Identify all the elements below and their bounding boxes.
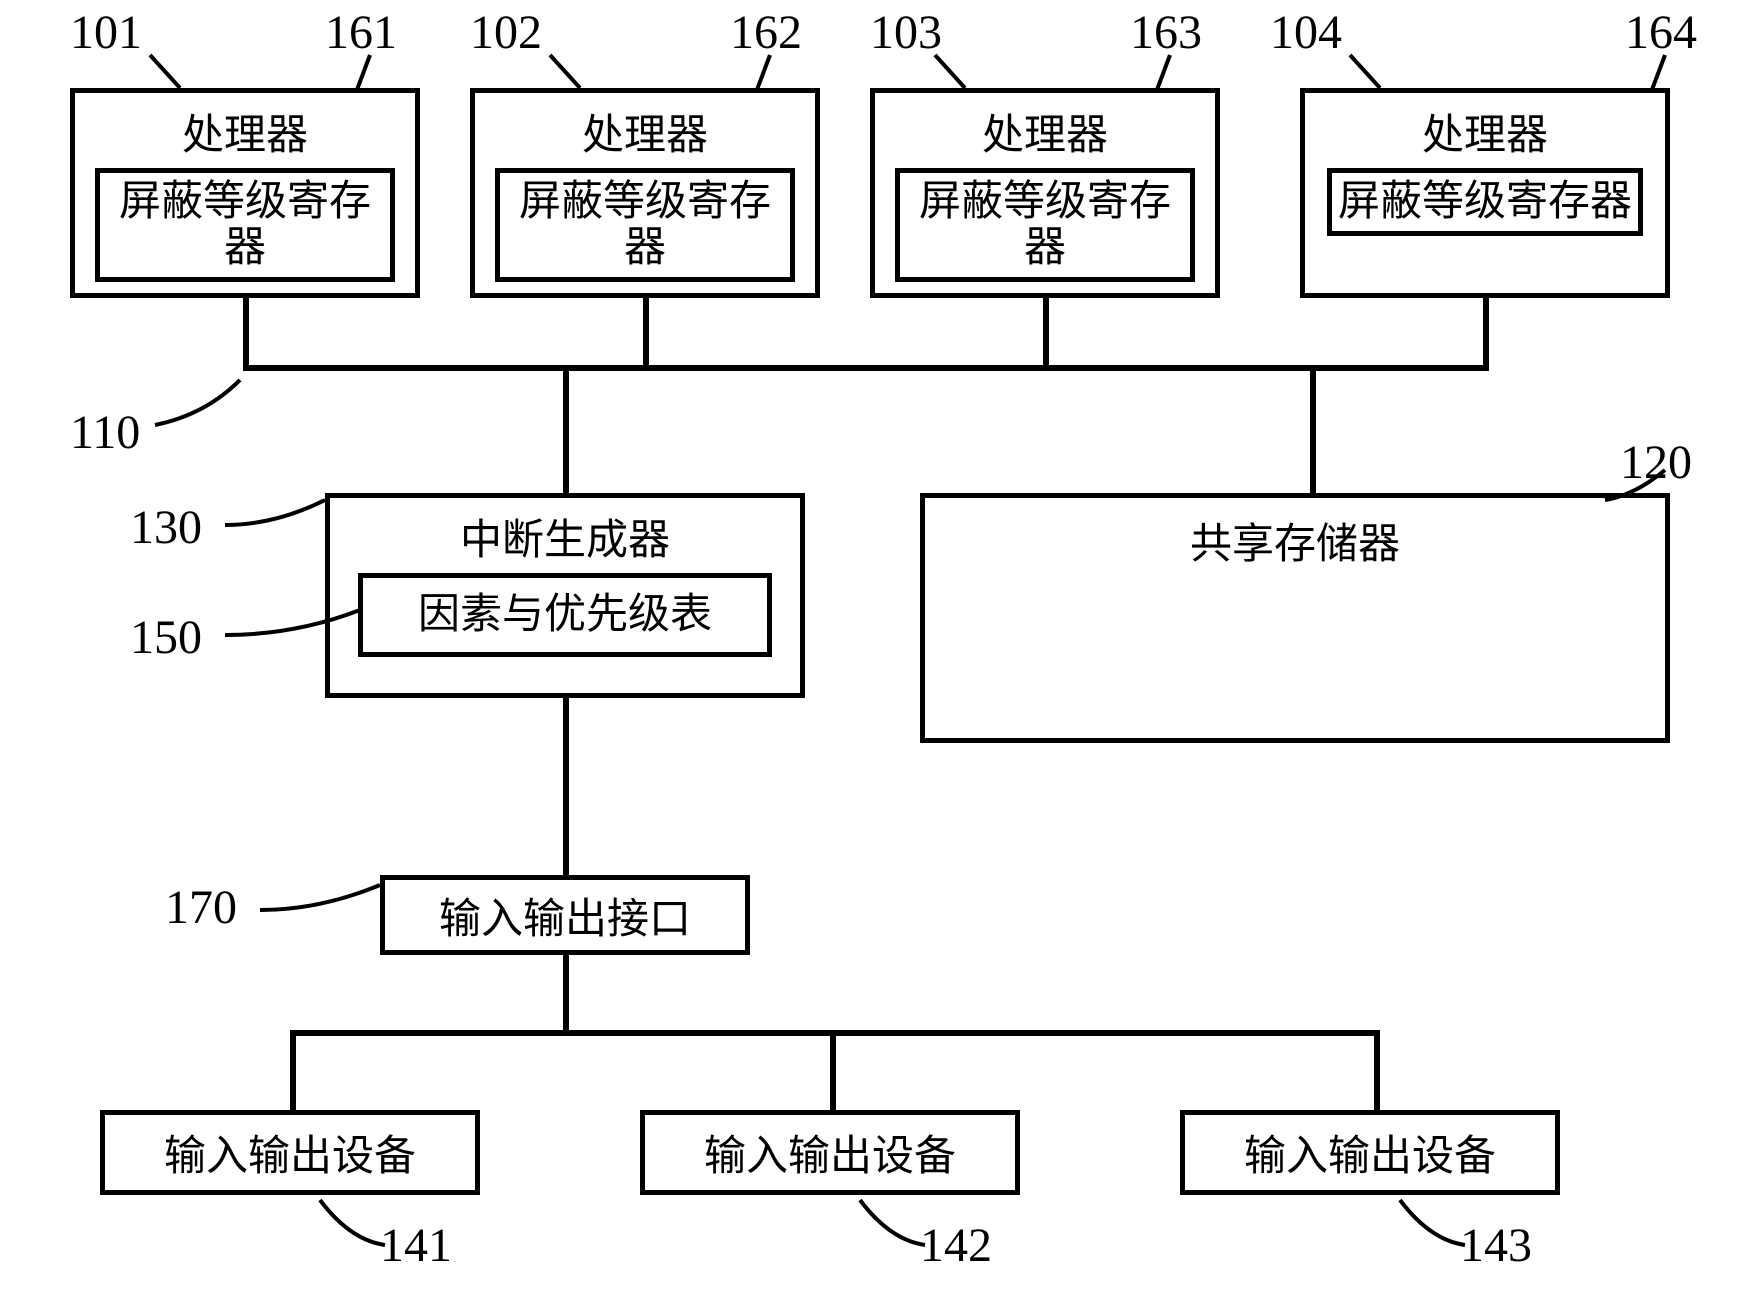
leader-line xyxy=(250,880,390,930)
connector-line xyxy=(1310,365,1316,493)
label-num: 170 xyxy=(165,880,237,935)
interrupt-generator-title: 中断生成器 xyxy=(460,506,670,567)
mask-level-register: 屏蔽等级寄存器 xyxy=(495,168,794,282)
io-device-box: 输入输出设备 xyxy=(640,1110,1020,1195)
leader-line xyxy=(1595,460,1675,510)
bus-line xyxy=(243,365,1489,371)
diagram-canvas: 101 161 102 162 103 163 104 164 处理器 屏蔽等级… xyxy=(0,0,1741,1294)
processor-title: 处理器 xyxy=(1422,101,1548,162)
label-num: 130 xyxy=(130,500,202,555)
processor-title: 处理器 xyxy=(982,101,1108,162)
leader-line xyxy=(1390,1195,1480,1250)
io-device-title: 输入输出设备 xyxy=(164,1122,416,1183)
io-device-box: 输入输出设备 xyxy=(100,1110,480,1195)
processor-title: 处理器 xyxy=(182,101,308,162)
io-interface-title: 输入输出接口 xyxy=(439,885,691,946)
label-num: 110 xyxy=(70,405,140,460)
connector-line xyxy=(643,298,649,368)
leader-line xyxy=(215,495,335,545)
processor-title: 处理器 xyxy=(582,101,708,162)
processor-box: 处理器 屏蔽等级寄存器 xyxy=(70,88,420,298)
leader-line xyxy=(0,0,1741,100)
connector-line xyxy=(243,298,249,368)
shared-memory-box: 共享存储器 xyxy=(920,493,1670,743)
leader-line xyxy=(850,1195,940,1250)
factor-priority-table: 因素与优先级表 xyxy=(358,573,772,657)
interrupt-generator-box: 中断生成器 因素与优先级表 xyxy=(325,493,805,698)
shared-memory-title: 共享存储器 xyxy=(1190,510,1400,571)
connector-line xyxy=(1374,1030,1380,1110)
connector-line xyxy=(1483,298,1489,368)
processor-box: 处理器 屏蔽等级寄存器 xyxy=(470,88,820,298)
processor-box: 处理器 屏蔽等级寄存器 xyxy=(1300,88,1670,298)
io-device-title: 输入输出设备 xyxy=(1244,1122,1496,1183)
connector-line xyxy=(290,1030,296,1110)
processor-box: 处理器 屏蔽等级寄存器 xyxy=(870,88,1220,298)
mask-level-register: 屏蔽等级寄存器 xyxy=(895,168,1194,282)
connector-line xyxy=(830,1030,836,1110)
connector-line xyxy=(563,955,569,1033)
leader-line xyxy=(310,1195,400,1250)
connector-line xyxy=(563,365,569,493)
connector-line xyxy=(1043,298,1049,368)
leader-line xyxy=(215,600,365,650)
label-num: 150 xyxy=(130,610,202,665)
leader-line xyxy=(145,370,265,430)
connector-line xyxy=(563,698,569,875)
io-interface-box: 输入输出接口 xyxy=(380,875,750,955)
mask-level-register: 屏蔽等级寄存器 xyxy=(1327,168,1644,236)
io-device-title: 输入输出设备 xyxy=(704,1122,956,1183)
mask-level-register: 屏蔽等级寄存器 xyxy=(95,168,394,282)
io-device-box: 输入输出设备 xyxy=(1180,1110,1560,1195)
